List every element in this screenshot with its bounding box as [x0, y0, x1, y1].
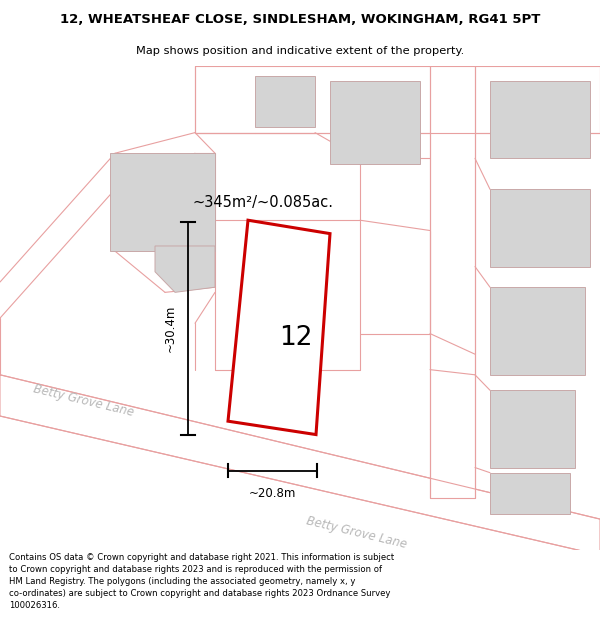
- Polygon shape: [0, 375, 600, 555]
- Text: ~20.8m: ~20.8m: [249, 487, 296, 500]
- Text: Betty Grove Lane: Betty Grove Lane: [305, 514, 408, 551]
- Polygon shape: [490, 189, 590, 267]
- Text: 12, WHEATSHEAF CLOSE, SINDLESHAM, WOKINGHAM, RG41 5PT: 12, WHEATSHEAF CLOSE, SINDLESHAM, WOKING…: [60, 13, 540, 26]
- Text: 12: 12: [279, 325, 312, 351]
- Text: Map shows position and indicative extent of the property.: Map shows position and indicative extent…: [136, 46, 464, 56]
- Polygon shape: [430, 66, 475, 499]
- Text: Contains OS data © Crown copyright and database right 2021. This information is : Contains OS data © Crown copyright and d…: [9, 552, 394, 610]
- Text: Betty Grove Lane: Betty Grove Lane: [32, 382, 135, 419]
- Polygon shape: [255, 76, 315, 128]
- Polygon shape: [110, 153, 215, 251]
- Text: ~30.4m: ~30.4m: [164, 305, 177, 352]
- Text: ~345m²/~0.085ac.: ~345m²/~0.085ac.: [192, 195, 333, 210]
- Polygon shape: [155, 246, 215, 292]
- Polygon shape: [490, 390, 575, 468]
- Polygon shape: [330, 81, 420, 164]
- Polygon shape: [490, 81, 590, 158]
- Polygon shape: [195, 66, 600, 132]
- Polygon shape: [490, 288, 585, 375]
- Polygon shape: [490, 472, 570, 514]
- Polygon shape: [228, 220, 330, 434]
